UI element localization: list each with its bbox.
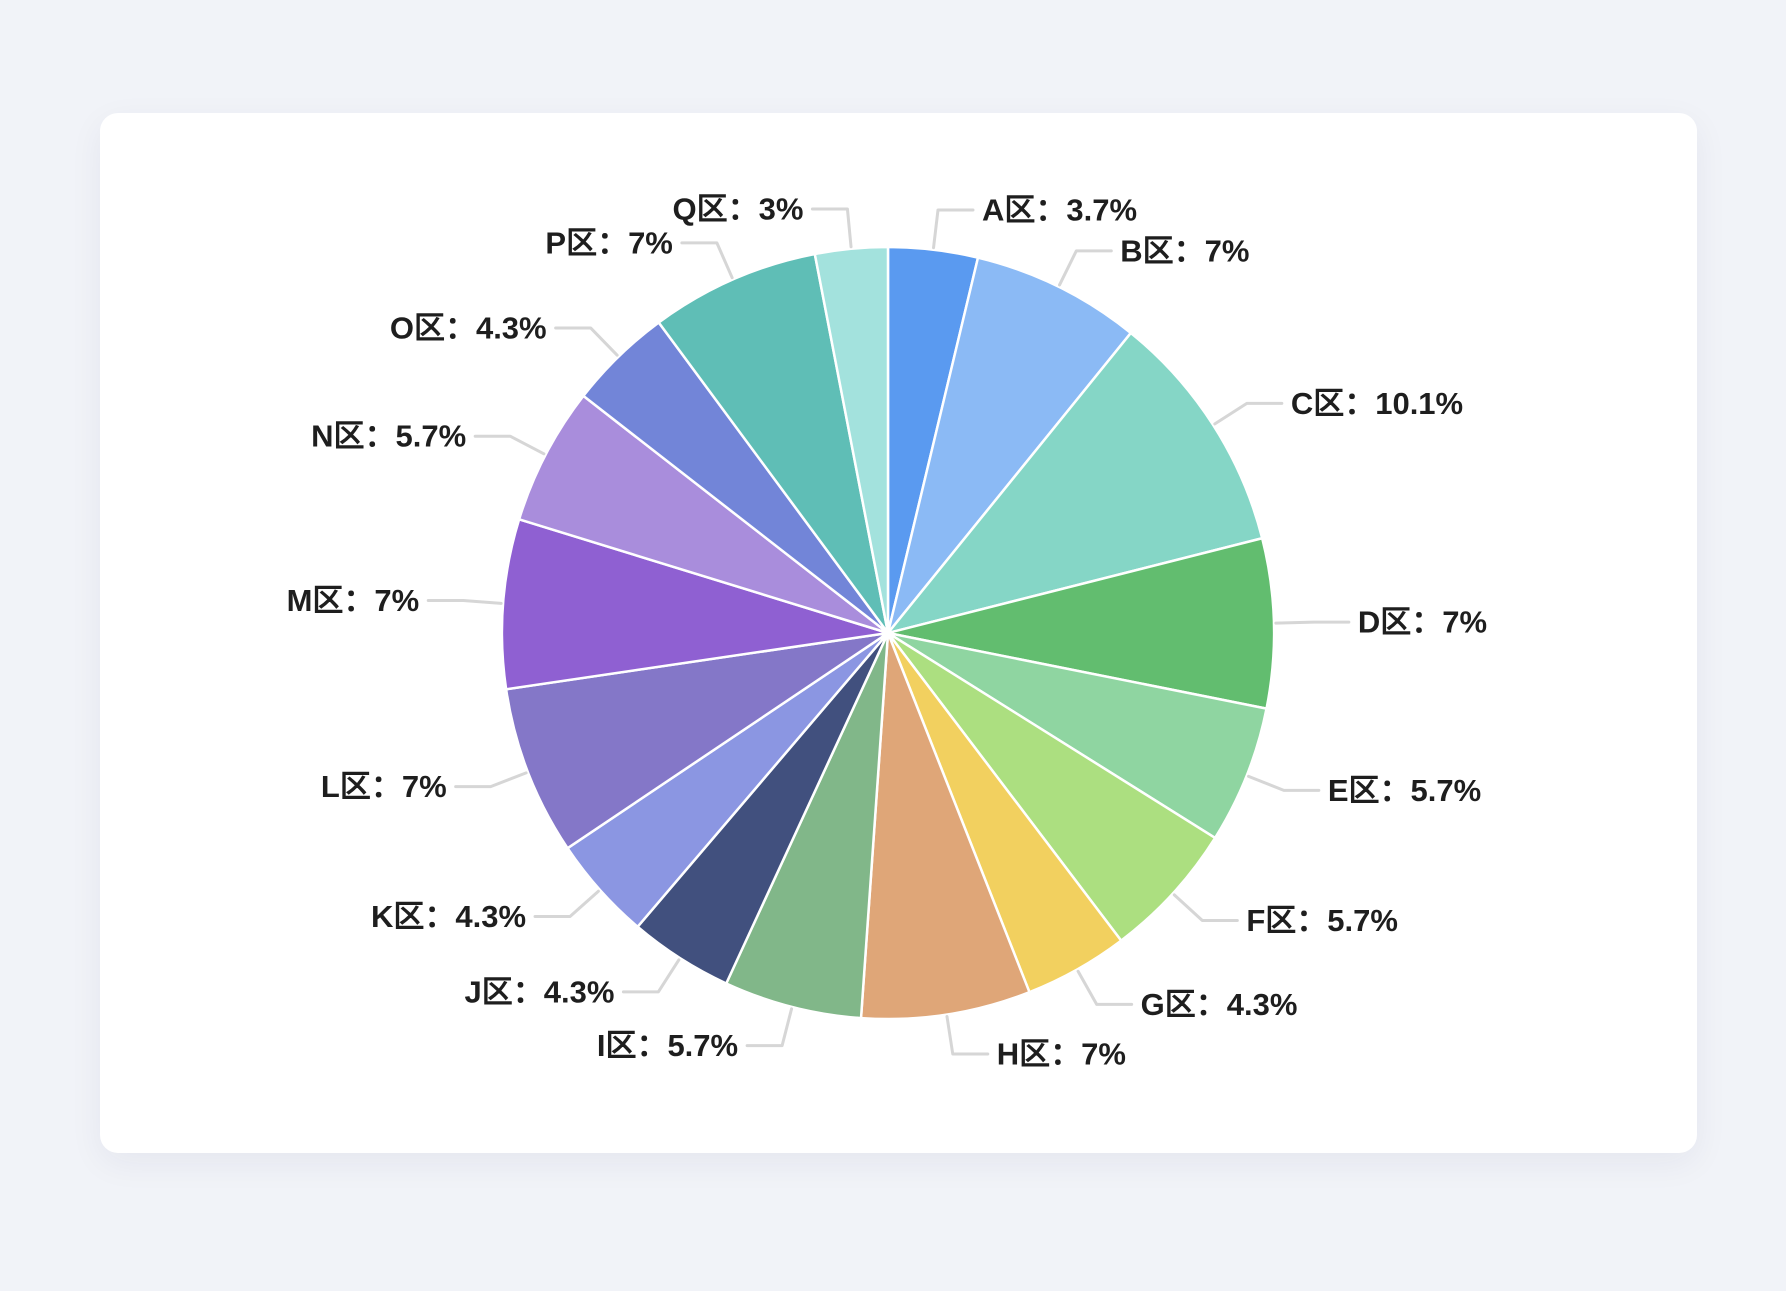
pie-slice-n[interactable] xyxy=(517,394,890,635)
slice-label: H区：7% xyxy=(997,1037,1126,1072)
slice-labels: A区：3.7% B区：7% C区：10.1% D区：7% E区：5.7% F区：5.7% G… xyxy=(287,191,1487,1071)
slice-label: F区：5.7% xyxy=(1246,903,1398,938)
slice-label: J区：4.3% xyxy=(465,974,615,1009)
pie-slice-i[interactable] xyxy=(724,631,890,1020)
slice-label: G区：4.3% xyxy=(1141,987,1298,1022)
slice-label: O区：4.3% xyxy=(390,310,547,345)
label-leader-line xyxy=(454,771,528,789)
slice-label: A区：3.7% xyxy=(982,192,1137,227)
pie-slice-m[interactable] xyxy=(500,518,890,691)
label-leader-line xyxy=(1213,401,1284,426)
slice-label: D区：7% xyxy=(1358,605,1487,640)
slice-label: I区：5.7% xyxy=(597,1028,738,1063)
label-leader-line xyxy=(1076,969,1134,1006)
label-leader-line xyxy=(554,326,619,357)
pie-slices xyxy=(500,245,1276,1021)
pie-slice-p[interactable] xyxy=(657,252,890,635)
label-leader-line xyxy=(810,207,853,249)
label-leader-line xyxy=(621,958,681,994)
pie-slice-c[interactable] xyxy=(886,331,1264,635)
pie-slice-f[interactable] xyxy=(886,631,1217,942)
pie-slice-b[interactable] xyxy=(886,256,1133,635)
slice-label: B区：7% xyxy=(1120,233,1249,268)
pie-slice-h[interactable] xyxy=(859,631,1031,1021)
label-leader-line xyxy=(1274,620,1351,625)
label-leader-line xyxy=(945,1014,990,1056)
slice-label: P区：7% xyxy=(545,225,672,260)
slice-label: Q区：3% xyxy=(672,191,803,226)
label-leader-lines xyxy=(426,207,1351,1056)
slice-label: N区：5.7% xyxy=(311,419,466,454)
label-leader-line xyxy=(680,241,734,280)
pie-slice-q[interactable] xyxy=(813,245,890,635)
pie-slice-d[interactable] xyxy=(886,536,1276,710)
slice-label: M区：7% xyxy=(287,583,420,618)
label-leader-line xyxy=(932,208,975,250)
label-leader-line xyxy=(533,889,600,918)
label-leader-line xyxy=(1247,774,1321,792)
slice-label: C区：10.1% xyxy=(1291,386,1463,421)
pie-slice-e[interactable] xyxy=(886,631,1268,840)
label-leader-line xyxy=(1058,249,1113,287)
label-leader-line xyxy=(473,434,546,456)
slice-label: E区：5.7% xyxy=(1328,773,1481,808)
label-leader-line xyxy=(745,1007,794,1048)
slice-label: K区：4.3% xyxy=(371,899,526,934)
label-leader-line xyxy=(1172,893,1239,923)
label-leader-line xyxy=(426,599,503,605)
pie-slice-l[interactable] xyxy=(504,631,890,850)
slice-label: L区：7% xyxy=(321,769,447,804)
